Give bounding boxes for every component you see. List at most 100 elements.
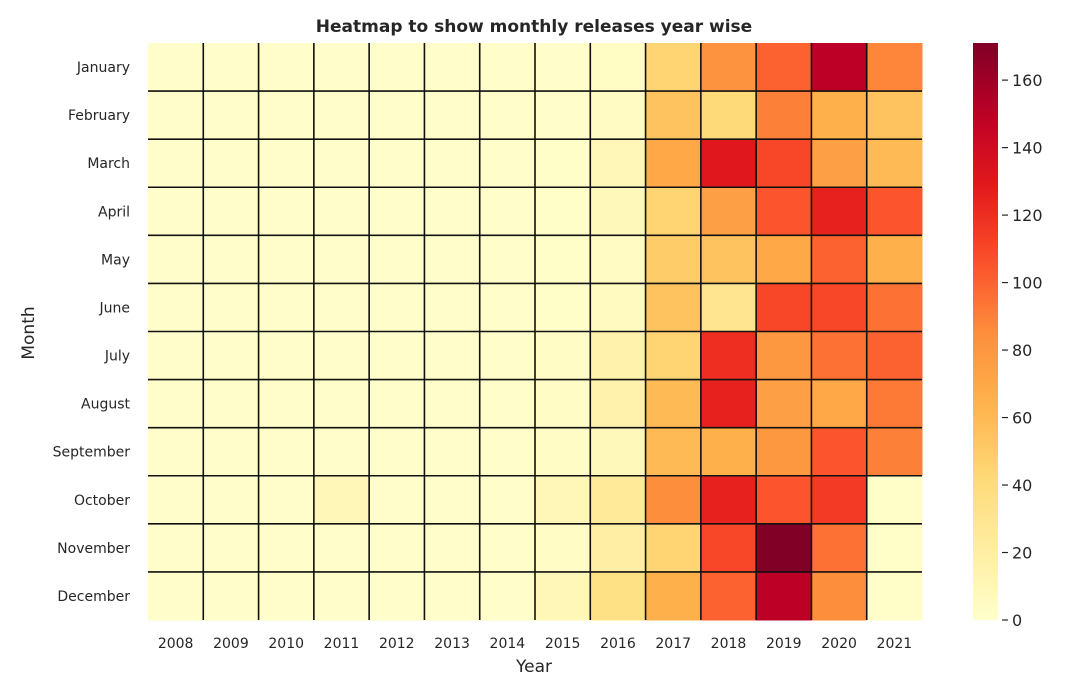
heatmap-cell-september-2008 [148, 427, 204, 477]
colorbar-tick-label: 100 [1012, 274, 1043, 293]
colorbar-tick-label: 120 [1012, 206, 1043, 225]
heatmap-cell-january-2010 [258, 43, 315, 92]
heatmap-cell-february-2019 [756, 91, 812, 140]
heatmap-cell-january-2016 [590, 43, 647, 92]
heatmap-cell-january-2021 [866, 43, 923, 92]
heatmap-cell-october-2011 [313, 475, 370, 525]
heatmap-cell-july-2008 [148, 331, 204, 381]
heatmap-cell-november-2021 [866, 523, 923, 573]
heatmap-cell-july-2015 [535, 331, 591, 381]
heatmap-cell-june-2014 [479, 283, 536, 332]
heatmap-cell-march-2010 [258, 139, 315, 188]
heatmap-cell-september-2017 [645, 427, 702, 477]
heatmap-cell-august-2011 [313, 379, 370, 429]
heatmap-cell-july-2010 [258, 331, 315, 381]
x-tick-label: 2017 [655, 636, 691, 652]
heatmap-cell-september-2011 [313, 427, 370, 477]
heatmap-cell-march-2017 [645, 139, 702, 188]
heatmap-cell-august-2010 [258, 379, 315, 429]
heatmap-cell-september-2016 [590, 427, 647, 477]
heatmap-cell-october-2016 [590, 475, 647, 525]
heatmap-cell-november-2019 [756, 523, 812, 573]
heatmap-cell-may-2019 [756, 235, 812, 284]
heatmap-cell-december-2017 [645, 571, 702, 621]
heatmap-cell-december-2015 [535, 571, 591, 621]
heatmap-cell-december-2021 [866, 571, 923, 621]
heatmap-cell-february-2009 [203, 91, 260, 140]
heatmap-cell-february-2014 [479, 91, 536, 140]
heatmap-cell-may-2016 [590, 235, 647, 284]
heatmap-cell-may-2017 [645, 235, 702, 284]
heatmap-cell-may-2011 [313, 235, 370, 284]
heatmap-cell-december-2009 [203, 571, 260, 621]
heatmap-cell-december-2011 [313, 571, 370, 621]
y-tick-label: October [74, 493, 130, 509]
x-tick-label: 2011 [324, 636, 360, 652]
heatmap-cell-september-2009 [203, 427, 260, 477]
heatmap-cell-february-2013 [424, 91, 481, 140]
heatmap-cell-january-2019 [756, 43, 812, 92]
heatmap-cell-may-2018 [700, 235, 757, 284]
heatmap-cell-june-2019 [756, 283, 812, 332]
heatmap-cell-november-2017 [645, 523, 702, 573]
colorbar-tick-label: 40 [1012, 476, 1032, 495]
heatmap-cell-february-2010 [258, 91, 315, 140]
heatmap-cell-february-2008 [148, 91, 204, 140]
heatmap-cell-january-2011 [313, 43, 370, 92]
heatmap-cell-march-2016 [590, 139, 647, 188]
heatmap-cell-june-2020 [811, 283, 868, 332]
heatmap-cell-february-2021 [866, 91, 923, 140]
heatmap-cell-july-2011 [313, 331, 370, 381]
heatmap-cell-may-2012 [369, 235, 425, 284]
heatmap-cell-october-2009 [203, 475, 260, 525]
heatmap-cell-november-2014 [479, 523, 536, 573]
y-tick-labels: January February March April May June July Augu… [53, 60, 131, 605]
heatmap-cell-february-2015 [535, 91, 591, 140]
heatmap-cell-september-2010 [258, 427, 315, 477]
heatmap-cell-january-2013 [424, 43, 481, 92]
colorbar-tick-label: 0 [1012, 611, 1022, 630]
heatmap-cell-april-2014 [479, 187, 536, 236]
heatmap-cell-may-2010 [258, 235, 315, 284]
heatmap-cell-december-2019 [756, 571, 812, 621]
heatmap-cell-january-2020 [811, 43, 868, 92]
heatmap-cell-october-2008 [148, 475, 204, 525]
x-tick-label: 2008 [158, 636, 194, 652]
heatmap-cell-october-2015 [535, 475, 591, 525]
heatmap-cell-november-2013 [424, 523, 481, 573]
y-tick-label: May [101, 252, 130, 268]
heatmap-cell-december-2016 [590, 571, 647, 621]
heatmap-cell-june-2011 [313, 283, 370, 332]
heatmap-cell-october-2014 [479, 475, 536, 525]
heatmap-cell-july-2018 [700, 331, 757, 381]
x-tick-label: 2009 [213, 636, 249, 652]
heatmap-cell-march-2008 [148, 139, 204, 188]
heatmap-cell-august-2021 [866, 379, 923, 429]
heatmap-cell-november-2010 [258, 523, 315, 573]
heatmap-cell-july-2009 [203, 331, 260, 381]
heatmap-cell-february-2018 [700, 91, 757, 140]
heatmap-cell-august-2015 [535, 379, 591, 429]
heatmap-cell-october-2018 [700, 475, 757, 525]
heatmap-cell-october-2020 [811, 475, 868, 525]
heatmap-cell-july-2017 [645, 331, 702, 381]
heatmap-cell-april-2015 [535, 187, 591, 236]
y-tick-label: June [99, 300, 131, 316]
heatmap-cell-april-2008 [148, 187, 204, 236]
heatmap-cell-april-2011 [313, 187, 370, 236]
heatmap-cell-march-2015 [535, 139, 591, 188]
heatmap-cell-march-2021 [866, 139, 923, 188]
heatmap-cell-september-2020 [811, 427, 868, 477]
heatmap-cell-august-2020 [811, 379, 868, 429]
heatmap-cell-november-2016 [590, 523, 647, 573]
heatmap-cell-january-2014 [479, 43, 536, 92]
x-tick-label: 2018 [711, 636, 747, 652]
heatmap-cell-june-2016 [590, 283, 647, 332]
heatmap-cell-november-2018 [700, 523, 757, 573]
heatmap-cell-february-2020 [811, 91, 868, 140]
chart-title: Heatmap to show monthly releases year wi… [316, 17, 752, 37]
heatmap-cell-april-2017 [645, 187, 702, 236]
heatmap-cell-january-2009 [203, 43, 260, 92]
x-tick-label: 2013 [434, 636, 470, 652]
